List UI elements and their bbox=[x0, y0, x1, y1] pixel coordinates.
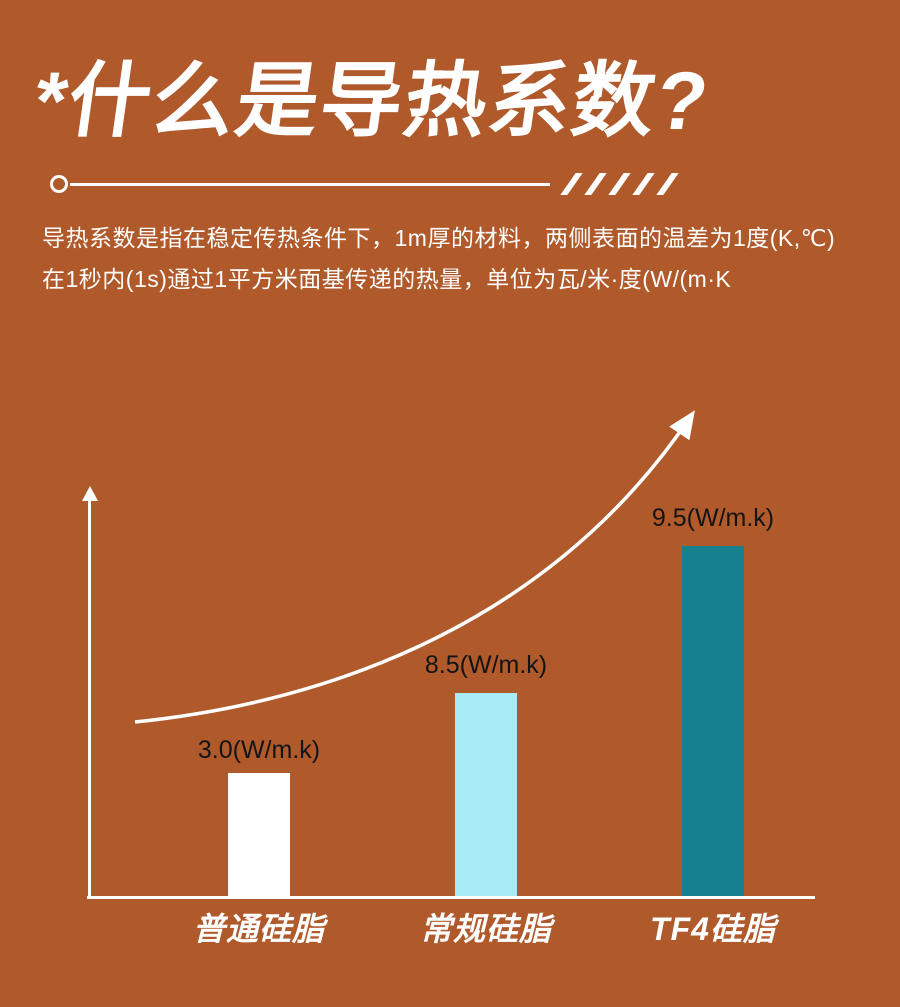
bar-ordinary-grease bbox=[228, 773, 290, 896]
bar-value-label: 3.0(W/m.k) bbox=[197, 736, 321, 764]
bar-tf4-grease bbox=[682, 546, 744, 896]
divider-line bbox=[70, 182, 550, 186]
ring-icon bbox=[50, 175, 68, 193]
bar-value-label: 8.5(W/m.k) bbox=[424, 651, 548, 679]
bar-value-label: 9.5(W/m.k) bbox=[651, 504, 775, 532]
y-axis bbox=[88, 500, 91, 896]
bar-category-label: 常规硅脂 bbox=[419, 911, 552, 947]
bar-category-label: 普通硅脂 bbox=[192, 911, 325, 947]
intro-line-1: 导热系数是指在稳定传热条件下，1m厚的材料，两侧表面的温差为1度(K,℃) bbox=[42, 225, 836, 251]
y-axis-arrow-icon bbox=[82, 486, 98, 501]
x-axis bbox=[87, 896, 815, 899]
bar-category-label: TF4硅脂 bbox=[650, 911, 776, 947]
bar-regular-grease bbox=[455, 693, 517, 896]
divider bbox=[50, 172, 700, 196]
intro-line-2: 在1秒内(1s)通过1平方米面基传递的热量，单位为瓦/米·度(W/(m·K bbox=[42, 266, 732, 292]
intro-paragraph: 导热系数是指在稳定传热条件下，1m厚的材料，两侧表面的温差为1度(K,℃) 在1… bbox=[42, 218, 872, 300]
